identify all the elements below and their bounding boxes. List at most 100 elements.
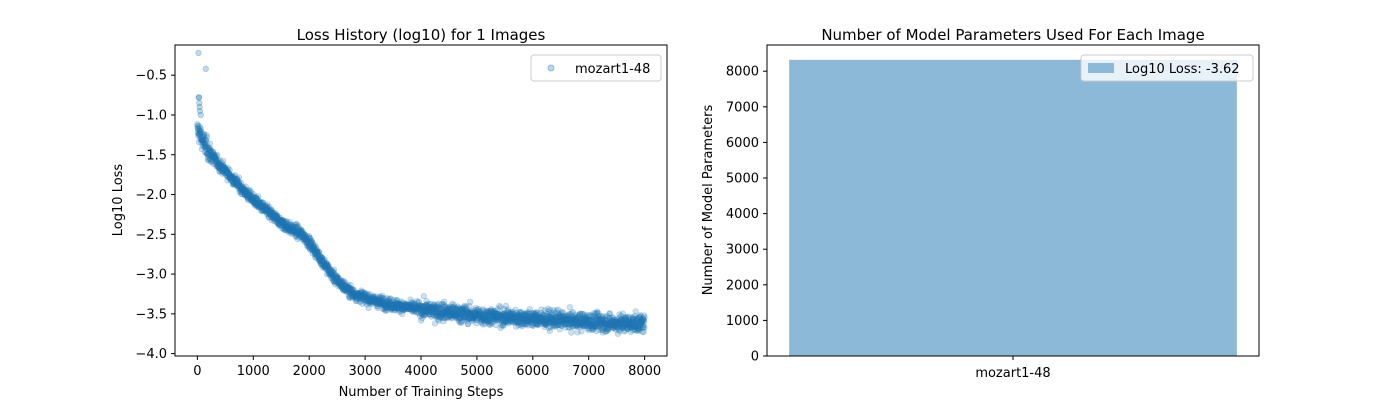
scatter-point xyxy=(217,164,225,171)
scatter-point xyxy=(422,307,429,315)
scatter-point xyxy=(408,304,415,311)
scatter-point xyxy=(320,259,327,266)
scatter-point xyxy=(419,305,426,313)
x-axis-label: Number of Training Steps xyxy=(339,385,504,400)
scatter-point xyxy=(376,296,383,304)
scatter-point xyxy=(381,304,388,312)
scatter-point xyxy=(247,193,254,201)
scatter-point xyxy=(416,313,424,320)
scatter-point xyxy=(246,188,253,195)
scatter-point xyxy=(269,214,276,221)
scatter-point xyxy=(304,238,312,245)
scatter-point xyxy=(208,158,215,166)
scatter-point xyxy=(334,278,342,286)
scatter-point xyxy=(371,298,378,305)
scatter-point xyxy=(196,129,203,136)
scatter-point xyxy=(429,309,437,316)
scatter-point xyxy=(213,157,220,165)
scatter-point xyxy=(369,293,377,301)
scatter-point xyxy=(397,301,404,309)
scatter-point xyxy=(271,213,278,220)
scatter-point xyxy=(249,198,256,205)
scatter-point xyxy=(401,303,409,310)
scatter-point xyxy=(238,187,245,195)
scatter-point xyxy=(259,203,267,211)
scatter-point xyxy=(216,164,223,171)
scatter-point xyxy=(377,295,384,302)
scatter-point xyxy=(393,300,400,308)
scatter-point xyxy=(405,301,412,309)
scatter-point xyxy=(328,271,336,279)
scatter-point xyxy=(262,205,269,212)
scatter-point xyxy=(269,212,276,219)
scatter-point xyxy=(304,238,312,245)
scatter-point xyxy=(257,202,264,210)
scatter-point xyxy=(318,254,325,261)
scatter-point xyxy=(231,175,238,183)
scatter-point xyxy=(369,296,376,303)
scatter-point xyxy=(288,223,296,230)
scatter-point xyxy=(215,164,222,172)
scatter-point xyxy=(407,302,415,309)
scatter-point xyxy=(344,281,352,288)
scatter-point xyxy=(423,309,431,316)
scatter-point xyxy=(428,307,436,315)
scatter-point xyxy=(228,173,235,181)
y-tick-label: 7000 xyxy=(726,100,759,115)
scatter-point xyxy=(331,272,339,279)
scatter-point xyxy=(375,297,383,305)
scatter-point xyxy=(222,167,230,175)
scatter-point xyxy=(321,262,328,269)
scatter-point xyxy=(350,291,357,298)
scatter-point xyxy=(209,152,216,159)
scatter-point xyxy=(355,293,362,301)
scatter-point xyxy=(290,228,297,235)
legend-label: mozart1-48 xyxy=(575,62,650,77)
scatter-point xyxy=(374,303,382,310)
scatter-point xyxy=(195,49,202,57)
scatter-point xyxy=(301,231,308,238)
scatter-point xyxy=(307,239,315,246)
scatter-point xyxy=(231,175,238,183)
scatter-point xyxy=(337,277,344,284)
y-tick-label: 1000 xyxy=(726,314,759,329)
scatter-point xyxy=(406,303,413,311)
scatter-point xyxy=(367,300,375,307)
scatter-point xyxy=(385,302,392,309)
scatter-point xyxy=(399,304,407,312)
scatter-point xyxy=(234,178,241,185)
scatter-point xyxy=(368,298,376,305)
scatter-point xyxy=(371,298,379,306)
scatter-point xyxy=(225,169,233,177)
scatter-point xyxy=(268,216,275,224)
scatter-point xyxy=(339,286,347,293)
scatter-point xyxy=(297,227,304,234)
scatter-point xyxy=(268,212,276,219)
scatter-point xyxy=(219,168,227,175)
scatter-point xyxy=(278,222,286,230)
scatter-point xyxy=(223,172,230,179)
scatter-point xyxy=(241,191,249,199)
scatter-point xyxy=(345,285,352,293)
scatter-point xyxy=(413,303,421,311)
scatter-point xyxy=(254,196,261,204)
scatter-point xyxy=(303,239,311,247)
scatter-point xyxy=(195,132,202,139)
scatter-point xyxy=(222,165,229,173)
scatter-point xyxy=(338,283,346,290)
scatter-point xyxy=(288,227,296,235)
scatter-point xyxy=(220,165,227,172)
scatter-point xyxy=(348,293,356,300)
scatter-point xyxy=(250,194,258,201)
scatter-point xyxy=(241,188,248,195)
scatter-point xyxy=(311,249,319,256)
scatter-point xyxy=(403,303,410,311)
scatter-point xyxy=(395,300,403,307)
scatter-point xyxy=(233,175,241,183)
scatter-point xyxy=(466,298,474,306)
scatter-point xyxy=(323,260,330,268)
scatter-point xyxy=(245,195,252,202)
scatter-point xyxy=(265,214,272,221)
scatter-point xyxy=(236,184,243,192)
scatter-point xyxy=(224,177,231,184)
